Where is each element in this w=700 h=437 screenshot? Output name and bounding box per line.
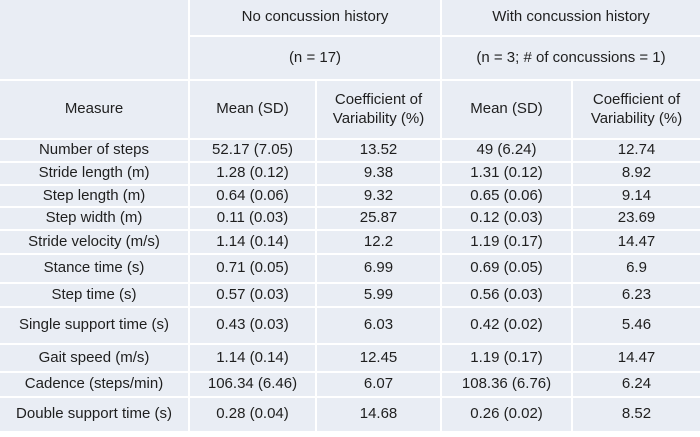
table-row: Step width (m) 0.11 (0.03) 25.87 0.12 (0… [0,208,700,231]
table-row: Stride length (m) 1.28 (0.12) 9.38 1.31 … [0,163,700,186]
cov-cell: 6.23 [573,284,700,308]
cov-cell: 12.74 [573,140,700,163]
group-subtitle-no-concussion: (n = 17) [190,37,443,81]
mean-sd-cell: 0.12 (0.03) [442,208,574,231]
table-row: Stride velocity (m/s) 1.14 (0.14) 12.2 1… [0,231,700,255]
measure-cell: Step width (m) [0,208,190,231]
table-row: Gait speed (m/s) 1.14 (0.14) 12.45 1.19 … [0,345,700,373]
table-row: Single support time (s) 0.43 (0.03) 6.03… [0,308,700,345]
measure-cell: Stride length (m) [0,163,190,186]
mean-sd-cell: 0.43 (0.03) [190,308,317,345]
cov-cell: 6.24 [573,373,700,398]
cov-cell: 8.52 [573,398,700,434]
col-header-measure: Measure [0,81,190,140]
cov-cell: 9.32 [317,186,443,208]
col-header-mean-sd-nc: Mean (SD) [190,81,317,140]
measure-cell: Number of steps [0,140,190,163]
cov-cell: 23.69 [573,208,700,231]
cov-cell: 14.47 [573,345,700,373]
cov-cell: 14.47 [573,231,700,255]
mean-sd-cell: 1.28 (0.12) [190,163,317,186]
mean-sd-cell: 0.69 (0.05) [442,255,574,284]
corner-empty-cell [0,0,190,81]
mean-sd-cell: 0.26 (0.02) [442,398,574,434]
mean-sd-cell: 108.36 (6.76) [442,373,574,398]
mean-sd-cell: 49 (6.24) [442,140,574,163]
mean-sd-cell: 0.65 (0.06) [442,186,574,208]
mean-sd-cell: 52.17 (7.05) [190,140,317,163]
cov-cell: 6.9 [573,255,700,284]
mean-sd-cell: 1.14 (0.14) [190,345,317,373]
cov-cell: 13.52 [317,140,443,163]
mean-sd-cell: 106.34 (6.46) [190,373,317,398]
mean-sd-cell: 0.64 (0.06) [190,186,317,208]
group-header-no-concussion: No concussion history [190,0,443,37]
table-row: Step length (m) 0.64 (0.06) 9.32 0.65 (0… [0,186,700,208]
sample-size-row: (n = 17) (n = 3; # of concussions = 1) [0,37,700,81]
mean-sd-cell: 0.56 (0.03) [442,284,574,308]
mean-sd-cell: 0.71 (0.05) [190,255,317,284]
column-header-row: Measure Mean (SD) Coefficient of Variabi… [0,81,700,140]
group-subtitle-with-concussion: (n = 3; # of concussions = 1) [442,37,700,81]
measure-cell: Step time (s) [0,284,190,308]
cov-cell: 6.99 [317,255,443,284]
measure-cell: Gait speed (m/s) [0,345,190,373]
mean-sd-cell: 1.19 (0.17) [442,345,574,373]
cov-cell: 9.38 [317,163,443,186]
col-header-mean-sd-wc: Mean (SD) [442,81,574,140]
measure-cell: Single support time (s) [0,308,190,345]
measure-cell: Cadence (steps/min) [0,373,190,398]
measure-cell: Step length (m) [0,186,190,208]
cov-cell: 14.68 [317,398,443,434]
table-row: Stance time (s) 0.71 (0.05) 6.99 0.69 (0… [0,255,700,284]
cov-cell: 12.45 [317,345,443,373]
measure-cell: Stride velocity (m/s) [0,231,190,255]
cov-cell: 6.03 [317,308,443,345]
col-header-cov-wc: Coefficient of Variability (%) [573,81,700,140]
table-row: Step time (s) 0.57 (0.03) 5.99 0.56 (0.0… [0,284,700,308]
measure-cell: Stance time (s) [0,255,190,284]
mean-sd-cell: 0.42 (0.02) [442,308,574,345]
table-row: Double support time (s) 0.28 (0.04) 14.6… [0,398,700,434]
col-header-cov-nc: Coefficient of Variability (%) [317,81,443,140]
cov-cell: 9.14 [573,186,700,208]
cov-cell: 8.92 [573,163,700,186]
table-row: Cadence (steps/min) 106.34 (6.46) 6.07 1… [0,373,700,398]
mean-sd-cell: 0.11 (0.03) [190,208,317,231]
group-header-row: No concussion history With concussion hi… [0,0,700,81]
cov-cell: 12.2 [317,231,443,255]
cov-cell: 5.46 [573,308,700,345]
cov-cell: 5.99 [317,284,443,308]
cov-cell: 25.87 [317,208,443,231]
mean-sd-cell: 1.14 (0.14) [190,231,317,255]
mean-sd-cell: 0.57 (0.03) [190,284,317,308]
mean-sd-cell: 1.19 (0.17) [442,231,574,255]
mean-sd-cell: 0.28 (0.04) [190,398,317,434]
measure-cell: Double support time (s) [0,398,190,434]
table-row: Number of steps 52.17 (7.05) 13.52 49 (6… [0,140,700,163]
mean-sd-cell: 1.31 (0.12) [442,163,574,186]
group-header-with-concussion: With concussion history [442,0,700,37]
cov-cell: 6.07 [317,373,443,398]
